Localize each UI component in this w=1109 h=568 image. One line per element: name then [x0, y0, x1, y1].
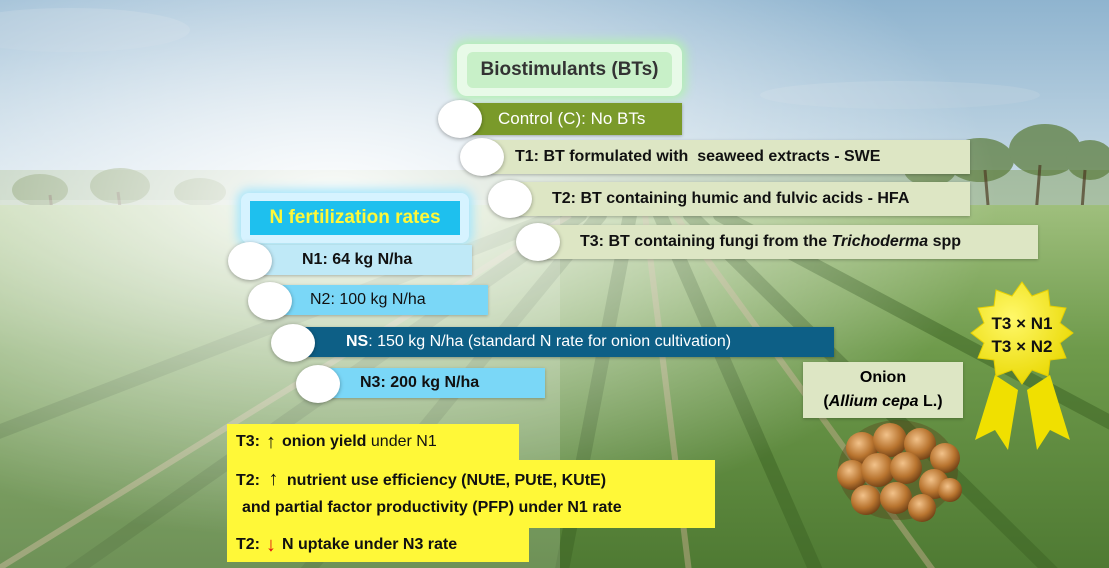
n3-label: N3: 200 kg N/ha: [360, 374, 480, 391]
result-t2-prefix: T2:: [236, 472, 260, 489]
onion-pile-image: [837, 420, 962, 522]
result-t2-uptake: T2: ↓ N uptake under N3 rate: [227, 528, 529, 562]
ns-label: NS: 150 kg N/ha (standard N rate for oni…: [346, 333, 731, 351]
result-t2-line1: T2: ↑ nutrient use efficiency (NUtE, PUt…: [236, 466, 715, 494]
n1-label: N1: 64 kg N/ha: [302, 251, 413, 268]
n1-box: N1: 64 kg N/ha: [250, 245, 472, 275]
t3-label-prefix: T3: BT containing fungi from the: [580, 233, 832, 250]
ns-label-code: NS: [346, 333, 369, 350]
result-t2-uptake-prefix: T2:: [236, 536, 260, 553]
control-label: Control (C): No BTs: [498, 109, 646, 128]
onion-label: Onion (Allium cepa L.): [803, 362, 963, 418]
t3-box: T3: BT containing fungi from the Trichod…: [538, 225, 1038, 259]
t3-label-genus: Trichoderma: [831, 233, 929, 250]
result-t3-yield: T3: ↑ onion yield under N1: [227, 424, 519, 460]
t1-box: T1: BT formulated with seaweed extracts …: [481, 140, 970, 174]
t3-label: T3: BT containing fungi from the Trichod…: [580, 233, 961, 251]
result-t2-metric: nutrient use efficiency (NUtE, PUtE, KUt…: [286, 472, 607, 489]
t1-label: T1: BT formulated with seaweed extracts …: [515, 148, 881, 165]
ns-label-rest: : 150 kg N/ha (standard N rate for onion…: [368, 333, 732, 350]
t1-bullet: [460, 138, 504, 176]
n3-bullet: [296, 365, 340, 403]
ns-bullet: [271, 324, 315, 362]
arrow-down-icon: ↓: [266, 533, 276, 556]
result-t2-condition: and partial factor productivity (PFP) un…: [242, 499, 622, 516]
onion-latin-suffix: L.): [918, 393, 943, 410]
n2-box: N2: 100 kg N/ha: [270, 285, 488, 315]
t3-label-suffix: spp: [928, 233, 962, 250]
badge-line-2: T3 × N2: [991, 337, 1053, 356]
n2-label: N2: 100 kg N/ha: [310, 291, 426, 308]
control-box: Control (C): No BTs: [460, 103, 682, 135]
arrow-up-icon: ↑: [266, 430, 276, 453]
t2-label: T2: BT containing humic and fulvic acids…: [552, 190, 910, 207]
control-bullet: [438, 100, 482, 138]
n-fertilization-title-text: N fertilization rates: [250, 201, 460, 235]
t2-bullet: [488, 180, 532, 218]
arrow-up-icon: ↑: [268, 468, 279, 490]
t2-box: T2: BT containing humic and fulvic acids…: [510, 182, 970, 216]
t3-bullet: [516, 223, 560, 261]
result-t2-uptake-text: N uptake under N3 rate: [282, 536, 458, 553]
result-t3-prefix: T3:: [236, 433, 260, 450]
n1-bullet: [228, 242, 272, 280]
award-rosette: [970, 281, 1074, 450]
onion-scientific-name: (Allium cepa L.): [803, 390, 963, 414]
result-t3-condition: under N1: [366, 433, 437, 450]
n3-box: N3: 200 kg N/ha: [318, 368, 545, 398]
onion-latin: Allium cepa: [828, 393, 919, 410]
result-t2-efficiency: T2: ↑ nutrient use efficiency (NUtE, PUt…: [227, 460, 715, 528]
onion-paren-open: (: [823, 393, 829, 410]
ns-box: NS: 150 kg N/ha (standard N rate for oni…: [292, 327, 834, 357]
result-t3-metric: onion yield: [282, 433, 367, 450]
result-t2-line2: and partial factor productivity (PFP) un…: [236, 494, 715, 521]
onion-common-name: Onion: [859, 369, 907, 386]
biostimulants-title-text: Biostimulants (BTs): [467, 52, 672, 88]
n2-bullet: [248, 282, 292, 320]
interaction-badge: T3 × N1 T3 × N2: [972, 312, 1072, 358]
n-fertilization-title: N fertilization rates: [241, 193, 469, 243]
biostimulants-title: Biostimulants (BTs): [457, 44, 682, 96]
badge-line-1: T3 × N1: [991, 314, 1053, 333]
